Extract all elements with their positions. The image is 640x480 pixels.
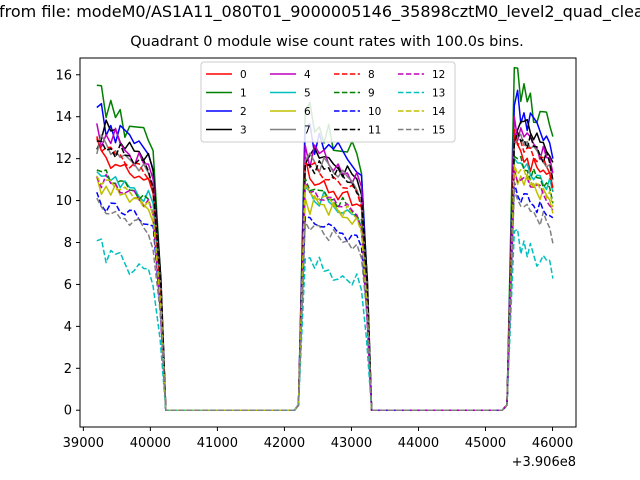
legend-label-3: 3 xyxy=(240,125,247,137)
series-line-15 xyxy=(96,189,554,411)
legend-label-5: 5 xyxy=(304,88,311,100)
x-tick-label-39000: 39000 xyxy=(63,436,104,451)
legend-label-14: 14 xyxy=(432,106,446,118)
series-line-10 xyxy=(96,181,554,411)
x-tick-label-46000: 46000 xyxy=(532,436,573,451)
y-tick-label-4: 4 xyxy=(64,320,72,335)
legend-label-9: 9 xyxy=(368,88,375,100)
series-line-1 xyxy=(96,66,554,411)
legend-label-4: 4 xyxy=(304,69,311,81)
legend-label-11: 11 xyxy=(368,125,381,137)
legend-label-1: 1 xyxy=(240,88,247,100)
series-lines xyxy=(96,66,554,411)
legend-label-8: 8 xyxy=(368,69,375,81)
legend-label-6: 6 xyxy=(304,106,311,118)
y-tick-label-12: 12 xyxy=(55,152,72,167)
chart-title: Quadrant 0 module wise count rates with … xyxy=(130,34,524,50)
series-line-11 xyxy=(96,131,554,411)
x-tick-label-43000: 43000 xyxy=(331,436,372,451)
x-tick-label-45000: 45000 xyxy=(465,436,506,451)
series-line-8 xyxy=(96,128,554,411)
y-tick-label-10: 10 xyxy=(55,194,72,209)
y-tick-label-14: 14 xyxy=(55,110,72,125)
x-tick-label-41000: 41000 xyxy=(197,436,238,451)
series-line-12 xyxy=(96,169,554,411)
legend-label-15: 15 xyxy=(432,125,445,137)
x-offset-text: +3.906e8 xyxy=(512,455,576,470)
legend-label-2: 2 xyxy=(240,106,247,118)
x-tick-label-44000: 44000 xyxy=(398,436,439,451)
series-line-3 xyxy=(96,118,554,411)
legend-label-12: 12 xyxy=(432,69,445,81)
y-tick-label-16: 16 xyxy=(55,68,72,83)
series-line-13 xyxy=(96,228,554,411)
series-line-4 xyxy=(96,115,554,411)
legend-label-10: 10 xyxy=(368,106,381,118)
series-line-2 xyxy=(96,89,554,411)
figure-suptitle: Plots from file: modeM0/AS1A11_080T01_90… xyxy=(0,2,640,21)
y-tick-label-6: 6 xyxy=(64,278,72,293)
y-tick-label-8: 8 xyxy=(64,236,72,251)
series-line-6 xyxy=(96,165,554,411)
axis-ticks: 39000 40000 41000 42000 43000 44000 45000 46000… xyxy=(55,68,573,451)
legend-box xyxy=(200,61,456,143)
legend-label-13: 13 xyxy=(432,88,445,100)
series-line-7 xyxy=(96,133,554,411)
y-tick-label-2: 2 xyxy=(64,362,72,377)
legend-label-7: 7 xyxy=(304,125,311,137)
series-line-0 xyxy=(96,130,554,411)
x-tick-label-40000: 40000 xyxy=(130,436,171,451)
legend-label-0: 0 xyxy=(240,69,247,81)
x-tick-label-42000: 42000 xyxy=(264,436,305,451)
series-line-14 xyxy=(96,164,554,411)
y-tick-label-0: 0 xyxy=(64,404,72,419)
